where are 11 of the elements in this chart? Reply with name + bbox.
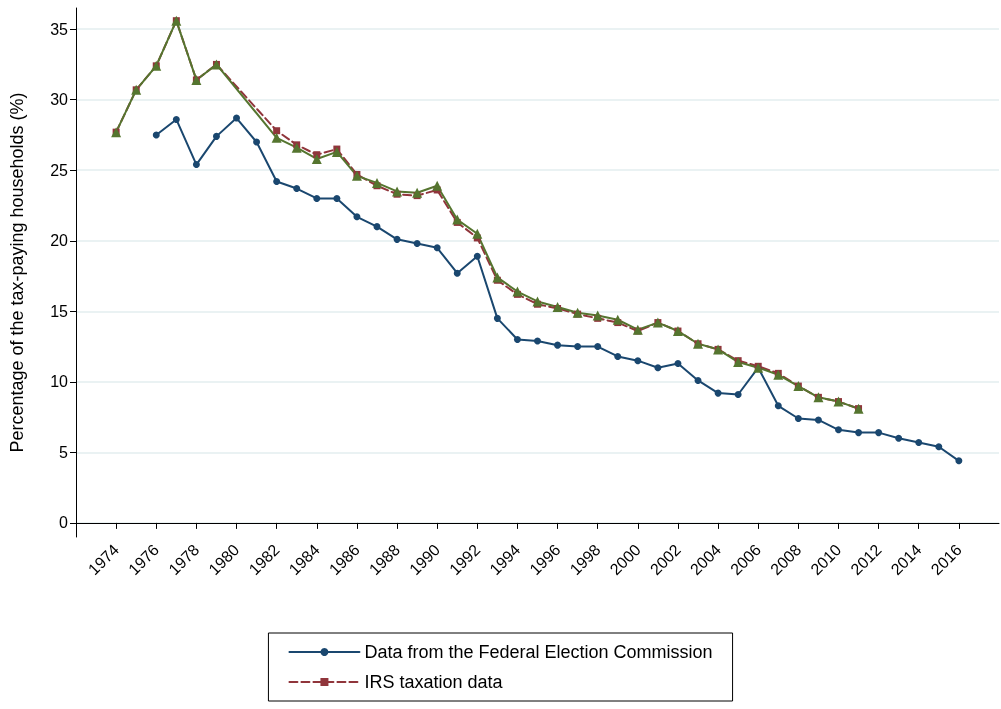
y-tick-label: 20 [50,232,69,250]
y-tick-label: 30 [50,91,69,109]
y-tick-label: 35 [50,20,69,38]
y-tick-label: 0 [59,514,69,532]
y-tick-label: 25 [50,161,69,179]
y-tick-label: 5 [59,443,69,461]
y-axis-title: Percentage of the tax-paying households (%) [7,92,27,453]
y-tick-label: 15 [50,302,69,320]
y-tick-label: 10 [50,373,69,391]
legend-label: IRS taxation data [364,672,504,692]
legend-label: Data from the Federal Election Commission [364,642,713,662]
